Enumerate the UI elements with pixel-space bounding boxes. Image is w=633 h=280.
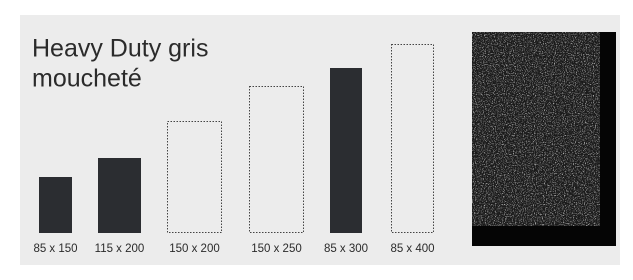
title-line: moucheté	[32, 65, 142, 93]
page: Heavy Duty gris moucheté 85 x 150 115 x 2…	[0, 0, 633, 275]
title-line: Heavy Duty gris	[32, 35, 208, 63]
size-label: 85 x 300	[324, 243, 368, 255]
size-label: 85 x 150	[33, 243, 77, 255]
product-image	[472, 32, 616, 246]
size-swatch	[330, 68, 362, 233]
size-swatch	[39, 177, 72, 233]
size-label: 150 x 250	[251, 243, 302, 255]
size-label: 115 x 200	[95, 243, 145, 255]
size-option[interactable]: 85 x 150	[33, 177, 77, 255]
mat-texture	[472, 32, 600, 226]
size-label: 150 x 200	[169, 243, 220, 255]
product-panel: Heavy Duty gris moucheté 85 x 150 115 x 2…	[0, 0, 633, 275]
size-option[interactable]: 85 x 300	[324, 68, 368, 255]
size-swatch	[98, 158, 141, 233]
size-label: 85 x 400	[390, 243, 434, 255]
